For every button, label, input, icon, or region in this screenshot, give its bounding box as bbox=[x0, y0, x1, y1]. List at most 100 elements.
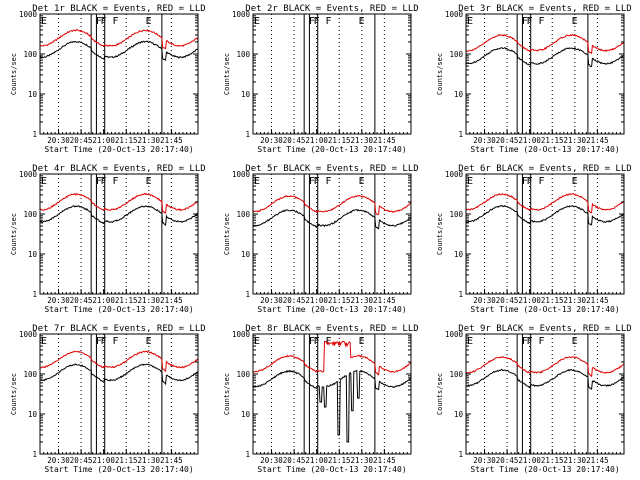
x-tick-label: 21:30 bbox=[351, 456, 374, 465]
flag-label: E bbox=[41, 176, 47, 187]
y-tick-label: 10 bbox=[454, 250, 464, 259]
panel-det-1r: Det 1r BLACK = Events, RED = LLD E FF F E 1 10… bbox=[10, 4, 206, 154]
y-axis-label: Counts/sec bbox=[436, 373, 444, 415]
x-tick-label: 21:30 bbox=[138, 456, 161, 465]
flag-label: F bbox=[325, 16, 331, 27]
flag-label: F bbox=[96, 176, 102, 187]
flag-label: E bbox=[359, 336, 365, 347]
x-tick-label: 21:30 bbox=[138, 296, 161, 305]
y-tick-label: 1 bbox=[245, 450, 250, 459]
y-tick-label: 10 bbox=[241, 90, 251, 99]
flag-label: E bbox=[467, 16, 473, 27]
flag-label: F bbox=[309, 176, 315, 187]
flag-label: F bbox=[526, 16, 532, 27]
lld-series bbox=[252, 194, 412, 216]
x-tick-label: 20:45 bbox=[70, 296, 93, 305]
x-tick-label: 21:30 bbox=[564, 296, 587, 305]
flag-label: F bbox=[96, 16, 102, 27]
x-tick-label: 21:15 bbox=[328, 296, 351, 305]
x-tick-label: 20:30 bbox=[473, 136, 496, 145]
y-tick-label: 10 bbox=[28, 250, 38, 259]
x-tick-label: 20:45 bbox=[496, 456, 519, 465]
x-tick-label: 21:00 bbox=[92, 136, 115, 145]
flag-label: E bbox=[146, 336, 152, 347]
y-tick-label: 100 bbox=[449, 370, 463, 379]
y-tick-label: 1 bbox=[32, 130, 37, 139]
x-tick-label: 21:45 bbox=[586, 296, 609, 305]
flag-label: E bbox=[254, 176, 260, 187]
x-tick-label: 20:45 bbox=[70, 136, 93, 145]
x-tick-label: 20:30 bbox=[260, 136, 283, 145]
plot-frame bbox=[465, 13, 625, 135]
x-tick-label: 20:45 bbox=[70, 456, 93, 465]
x-tick-label: 20:30 bbox=[473, 296, 496, 305]
flag-label: E bbox=[359, 16, 365, 27]
x-tick-label: 21:15 bbox=[541, 456, 564, 465]
flag-label: E bbox=[41, 16, 47, 27]
flag-label: F bbox=[313, 336, 319, 347]
panel-det-8r: Det 8r BLACK = Events, RED = LLD E FF F E 1 10… bbox=[223, 324, 419, 474]
flag-label: E bbox=[146, 176, 152, 187]
flag-label: F bbox=[100, 336, 106, 347]
flag-label: F bbox=[538, 336, 544, 347]
x-tick-label: 21:00 bbox=[518, 456, 541, 465]
panel-title: Det 2r BLACK = Events, RED = LLD bbox=[245, 4, 418, 14]
events-series bbox=[39, 40, 199, 62]
plot-frame bbox=[39, 333, 199, 455]
flag-label: E bbox=[359, 176, 365, 187]
lld-series bbox=[465, 33, 625, 54]
flag-label: E bbox=[467, 336, 473, 347]
lld-series bbox=[252, 340, 412, 376]
events-series bbox=[39, 205, 199, 227]
y-axis-label: Counts/sec bbox=[10, 53, 18, 95]
y-tick-label: 100 bbox=[23, 370, 37, 379]
x-tick-label: 21:00 bbox=[305, 456, 328, 465]
x-tick-label: 21:15 bbox=[328, 136, 351, 145]
plot-frame bbox=[39, 173, 199, 295]
flag-label: F bbox=[100, 16, 106, 27]
y-tick-label: 100 bbox=[236, 210, 250, 219]
plot-frame bbox=[465, 173, 625, 295]
x-tick-label: 21:15 bbox=[115, 296, 138, 305]
x-tick-label: 21:00 bbox=[92, 456, 115, 465]
x-tick-label: 21:15 bbox=[115, 136, 138, 145]
plot-frame bbox=[39, 13, 199, 135]
panel-title: Det 4r BLACK = Events, RED = LLD bbox=[32, 164, 205, 174]
flag-label: E bbox=[254, 336, 260, 347]
x-tick-label: 20:45 bbox=[496, 136, 519, 145]
x-tick-label: 21:45 bbox=[373, 456, 396, 465]
y-tick-label: 10 bbox=[28, 90, 38, 99]
x-tick-label: 21:30 bbox=[138, 136, 161, 145]
x-axis-label: Start Time (20-Oct-13 20:17:40) bbox=[44, 305, 193, 314]
flag-label: F bbox=[313, 16, 319, 27]
plot-frame bbox=[252, 13, 412, 135]
flag-label: E bbox=[467, 176, 473, 187]
flag-label: E bbox=[41, 336, 47, 347]
y-tick-label: 1000 bbox=[232, 10, 251, 19]
lld-series bbox=[39, 192, 199, 214]
x-tick-label: 21:45 bbox=[160, 456, 183, 465]
x-tick-label: 21:00 bbox=[305, 136, 328, 145]
y-tick-label: 100 bbox=[236, 50, 250, 59]
flag-label: F bbox=[538, 176, 544, 187]
x-tick-label: 21:30 bbox=[564, 136, 587, 145]
x-tick-label: 20:30 bbox=[47, 296, 70, 305]
events-series bbox=[252, 369, 412, 443]
x-tick-label: 20:45 bbox=[496, 296, 519, 305]
panel-det-5r: Det 5r BLACK = Events, RED = LLD E FF F E 1 10… bbox=[223, 164, 419, 314]
x-tick-label: 21:30 bbox=[351, 296, 374, 305]
flag-label: F bbox=[96, 336, 102, 347]
y-tick-label: 1 bbox=[32, 290, 37, 299]
y-tick-label: 100 bbox=[23, 50, 37, 59]
lld-series bbox=[465, 355, 625, 378]
plot-frame bbox=[465, 333, 625, 455]
y-tick-label: 10 bbox=[241, 410, 251, 419]
x-tick-label: 21:45 bbox=[373, 136, 396, 145]
y-tick-label: 1 bbox=[245, 130, 250, 139]
panel-det-4r: Det 4r BLACK = Events, RED = LLD E FF F E 1 10… bbox=[10, 164, 206, 314]
events-series bbox=[466, 46, 625, 68]
y-tick-label: 1 bbox=[458, 130, 463, 139]
plot-frame bbox=[252, 333, 412, 455]
x-tick-label: 21:45 bbox=[160, 136, 183, 145]
y-tick-label: 10 bbox=[28, 410, 38, 419]
